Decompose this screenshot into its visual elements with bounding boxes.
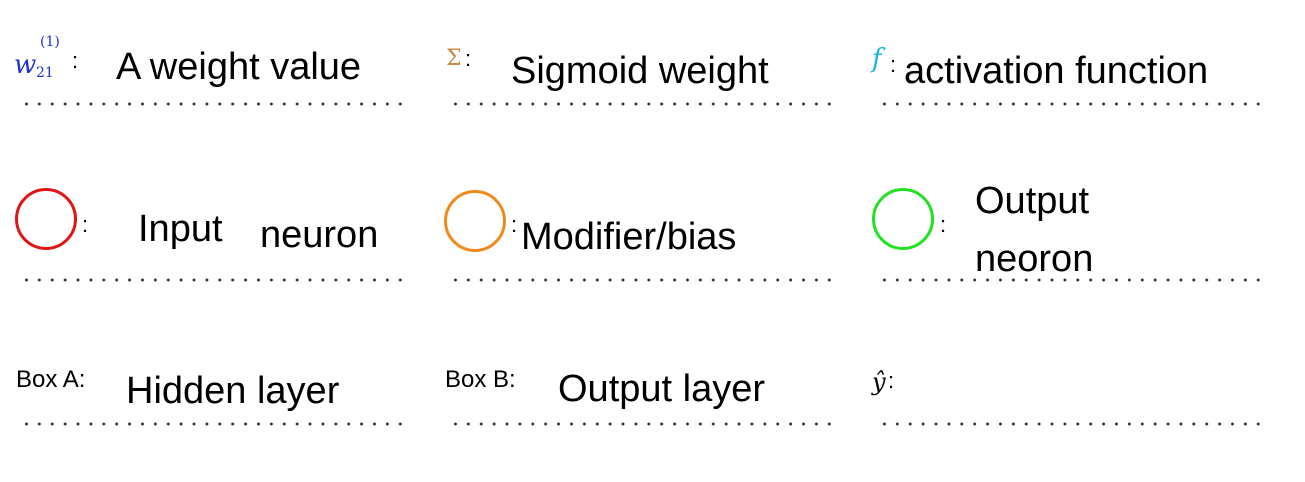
legend-cell-f: f : activation function <box>872 20 1268 130</box>
weight-symbol-superscript: (1) <box>40 34 60 50</box>
y-hat-symbol: ŷ <box>872 368 886 396</box>
weight-symbol: w <box>14 50 36 80</box>
orange-circle-icon <box>444 190 506 252</box>
f-answer[interactable]: activation function <box>904 50 1209 92</box>
box-a-colon: : <box>78 366 86 393</box>
sigma-answer[interactable]: Sigmoid weight <box>511 50 769 92</box>
legend-cell-y-hat: ŷ : <box>872 350 1268 460</box>
input-neuron-dotted-line <box>20 278 410 282</box>
input-neuron-answer-part1[interactable]: Input <box>138 208 223 250</box>
box-a-label: Box A: <box>16 368 85 392</box>
sigma-symbol: Σ <box>446 46 462 71</box>
box-b-answer[interactable]: Output layer <box>558 368 765 410</box>
weight-answer-dotted-line <box>20 102 410 106</box>
box-b-colon: : <box>509 366 516 393</box>
legend-cell-weight: w (1) 21 : A weight value <box>14 20 410 130</box>
input-neuron-colon: : <box>82 212 89 237</box>
output-neuron-dotted-line <box>878 278 1268 282</box>
weight-symbol-subscript: 21 <box>36 65 54 81</box>
box-b-label: Box B: <box>445 368 516 392</box>
sigma-answer-dotted-line <box>449 102 839 106</box>
f-symbol: f <box>872 44 882 74</box>
output-neuron-answer-line1[interactable]: Output <box>975 180 1090 222</box>
box-b-label-text: Box B <box>445 366 510 393</box>
y-hat-dotted-line <box>878 422 1268 426</box>
y-hat-colon: : <box>888 368 895 393</box>
weight-answer[interactable]: A weight value <box>116 46 362 88</box>
box-a-label-text: Box A <box>16 366 79 393</box>
weight-colon: : <box>72 48 79 73</box>
bias-colon: : <box>511 212 518 237</box>
box-b-dotted-line <box>449 422 839 426</box>
box-a-dotted-line <box>20 422 410 426</box>
input-neuron-answer-part2[interactable]: neuron <box>260 214 379 256</box>
legend-cell-input-neuron: : Input neuron <box>15 180 410 290</box>
bias-dotted-line <box>449 278 839 282</box>
legend-cell-box-a: Box A: Hidden layer <box>16 350 410 460</box>
box-a-answer[interactable]: Hidden layer <box>126 370 340 412</box>
weight-symbol-base: w <box>14 50 37 80</box>
legend-cell-box-b: Box B: Output layer <box>445 350 839 460</box>
legend-cell-sigma: Σ : Sigmoid weight <box>446 20 839 130</box>
red-circle-icon <box>15 188 77 250</box>
output-neuron-colon: : <box>940 212 947 237</box>
f-colon: : <box>890 52 897 77</box>
legend-cell-output-neuron: : Output neoron <box>872 180 1268 290</box>
output-neuron-answer-line2[interactable]: neoron <box>975 238 1094 280</box>
sigma-colon: : <box>465 46 472 71</box>
green-circle-icon <box>872 188 934 250</box>
legend-cell-bias: : Modifier/bias <box>444 180 839 290</box>
f-answer-dotted-line <box>878 102 1268 106</box>
bias-answer[interactable]: Modifier/bias <box>521 216 737 258</box>
